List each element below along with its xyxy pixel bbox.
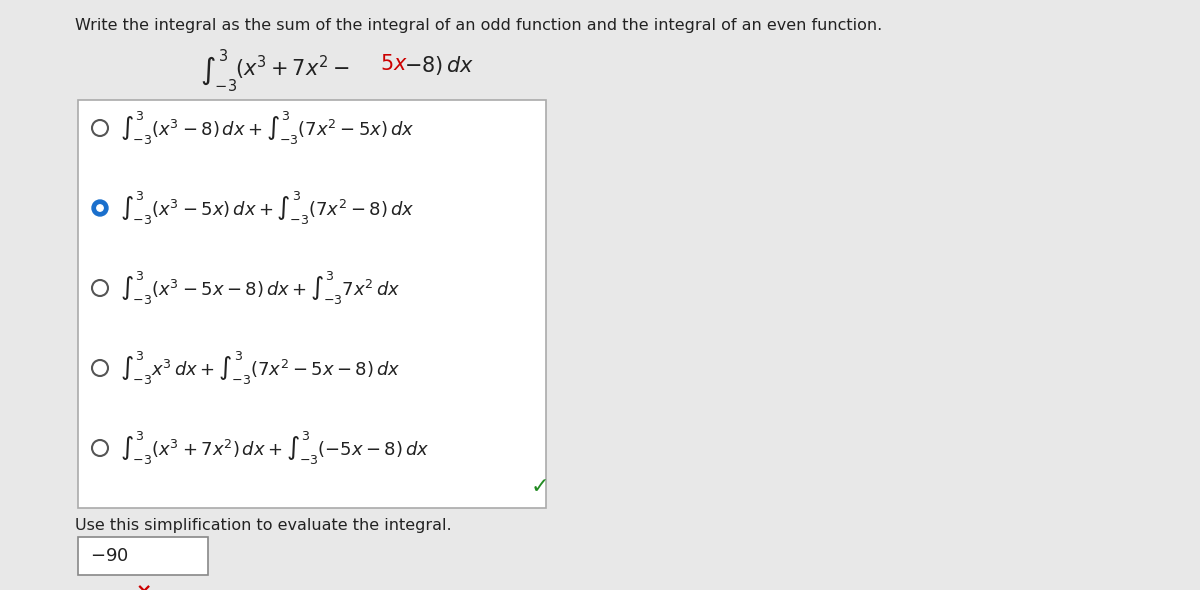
FancyBboxPatch shape (78, 100, 546, 508)
Text: $\int_{-3}^{3} x^3\, dx + \int_{-3}^{3} (7x^2 - 5x - 8)\, dx$: $\int_{-3}^{3} x^3\, dx + \int_{-3}^{3} … (120, 349, 401, 386)
FancyBboxPatch shape (78, 537, 208, 575)
Text: $\int_{-3}^{3} (x^3 - 8)\, dx + \int_{-3}^{3} (7x^2 - 5x)\, dx$: $\int_{-3}^{3} (x^3 - 8)\, dx + \int_{-3… (120, 110, 414, 146)
Text: Use this simplification to evaluate the integral.: Use this simplification to evaluate the … (74, 518, 451, 533)
Text: $\int_{-3}^{3}$: $\int_{-3}^{3}$ (200, 47, 238, 94)
Text: $5x$: $5x$ (380, 54, 408, 74)
Text: $-90$: $-90$ (90, 547, 128, 565)
Text: $\checkmark$: $\checkmark$ (530, 475, 547, 495)
Text: $ - 8)\, dx$: $ - 8)\, dx$ (404, 54, 474, 77)
Circle shape (97, 205, 103, 211)
Circle shape (92, 200, 108, 216)
Text: $\int_{-3}^{3} (x^3 - 5x - 8)\, dx + \int_{-3}^{3} 7x^2\, dx$: $\int_{-3}^{3} (x^3 - 5x - 8)\, dx + \in… (120, 270, 401, 307)
Text: $\int_{-3}^{3} (x^3 + 7x^2)\, dx + \int_{-3}^{3} (-5x - 8)\, dx$: $\int_{-3}^{3} (x^3 + 7x^2)\, dx + \int_… (120, 430, 430, 467)
Text: $\int_{-3}^{3} (x^3 - 5x)\, dx + \int_{-3}^{3} (7x^2 - 8)\, dx$: $\int_{-3}^{3} (x^3 - 5x)\, dx + \int_{-… (120, 189, 414, 227)
Text: $\mathbf{\times}$: $\mathbf{\times}$ (136, 582, 151, 590)
Text: Write the integral as the sum of the integral of an odd function and the integra: Write the integral as the sum of the int… (74, 18, 882, 33)
Text: $(x^3 + 7x^2 - $: $(x^3 + 7x^2 - $ (235, 54, 350, 82)
